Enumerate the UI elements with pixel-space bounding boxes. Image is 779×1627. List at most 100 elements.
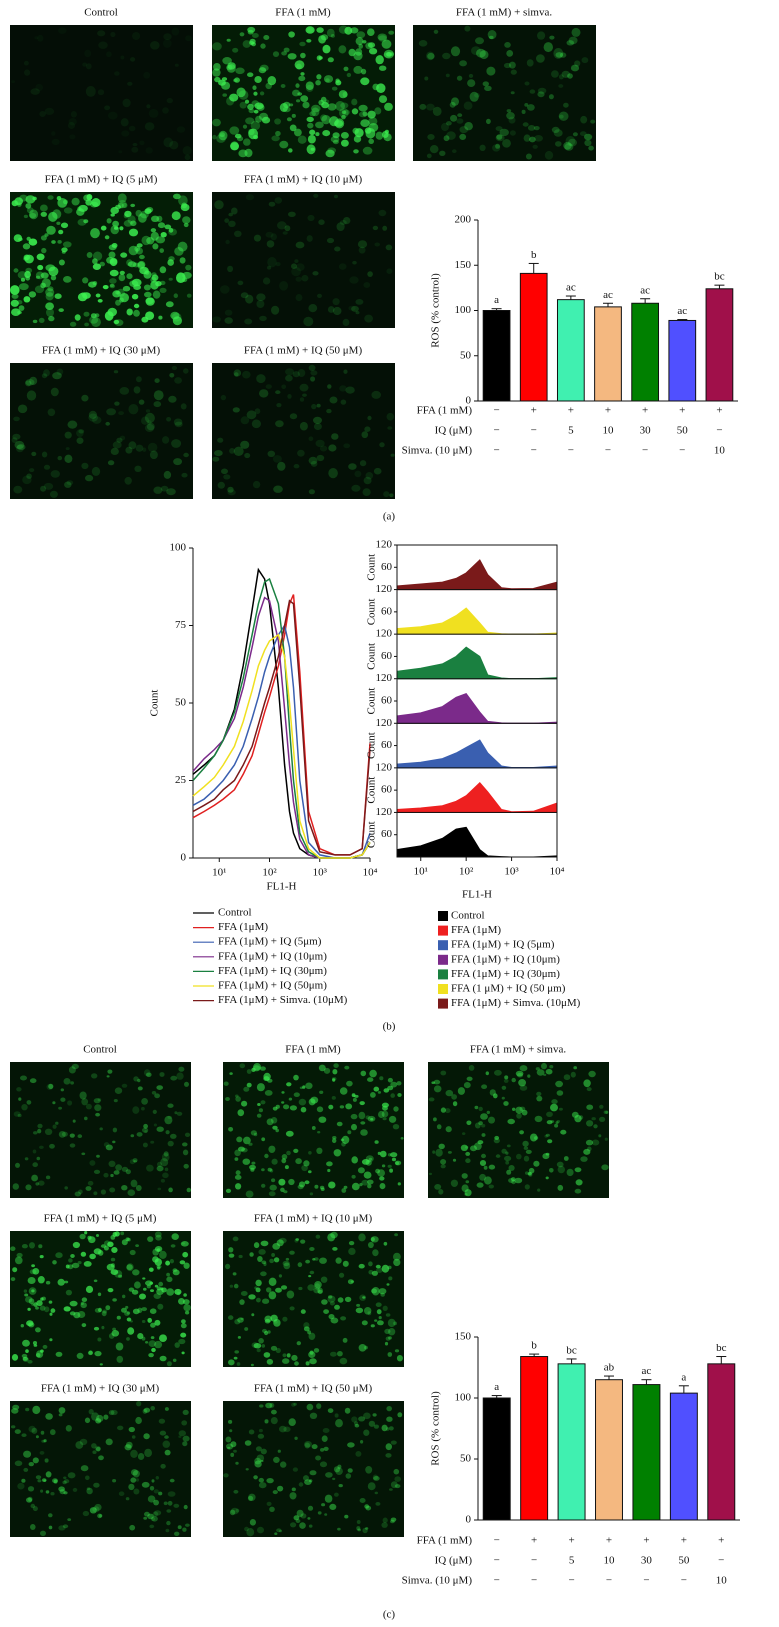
- cell: [43, 369, 50, 377]
- cell: [99, 1363, 103, 1366]
- cell: [256, 1454, 265, 1462]
- cell: [307, 134, 316, 144]
- cell: [522, 1140, 529, 1147]
- cell: [153, 1489, 159, 1494]
- cell: [182, 277, 188, 283]
- y-tick-label: 120: [376, 806, 393, 818]
- x-tick-label: 10³: [504, 866, 519, 878]
- cell: [27, 1277, 36, 1284]
- cell: [67, 1472, 76, 1479]
- cell: [310, 376, 316, 382]
- cell: [583, 1148, 591, 1155]
- table-cell: +: [531, 1535, 537, 1547]
- cell: [144, 412, 155, 424]
- cell: [258, 1108, 263, 1113]
- cell: [49, 1338, 53, 1342]
- cell: [288, 1097, 293, 1101]
- cell: [393, 1321, 397, 1326]
- table-cell: 5: [568, 425, 574, 437]
- cell: [303, 316, 314, 327]
- table-cell: −: [531, 1575, 537, 1587]
- cell: [112, 1298, 117, 1302]
- cell: [120, 1231, 125, 1236]
- cell: [581, 57, 589, 64]
- cell: [258, 1477, 264, 1483]
- cell: [583, 1079, 591, 1088]
- cell: [97, 1098, 102, 1102]
- cell: [32, 1341, 38, 1345]
- cell: [71, 1063, 79, 1070]
- cell: [253, 109, 259, 114]
- cell: [319, 445, 328, 452]
- cell: [599, 1104, 604, 1109]
- table-cell: −: [605, 445, 611, 457]
- cell: [372, 83, 380, 91]
- bar: [557, 1363, 586, 1521]
- cell: [344, 1296, 352, 1303]
- table-cell: −: [606, 1575, 612, 1587]
- cell: [377, 1091, 381, 1094]
- panel-label: (a): [383, 511, 396, 523]
- cell: [112, 1140, 116, 1144]
- cell: [556, 1120, 561, 1123]
- cell: [266, 1501, 272, 1506]
- cell: [377, 33, 388, 41]
- cell: [537, 1188, 541, 1192]
- cell: [170, 1244, 176, 1248]
- cell: [428, 1172, 432, 1176]
- x-tick-label: 10²: [262, 867, 277, 879]
- cell: [381, 1522, 388, 1528]
- cell: [25, 276, 31, 281]
- cell: [258, 67, 267, 74]
- cell: [381, 1110, 389, 1118]
- cell: [277, 221, 287, 230]
- cell: [478, 1106, 483, 1112]
- cell: [348, 463, 357, 470]
- cell: [144, 1448, 153, 1458]
- cell: [532, 144, 538, 149]
- cell: [309, 129, 316, 136]
- cell: [511, 1077, 516, 1083]
- cell: [524, 81, 530, 86]
- cell: [41, 373, 48, 379]
- cell: [293, 1074, 299, 1081]
- cell: [311, 104, 321, 113]
- micrograph: [10, 1231, 191, 1367]
- cell: [475, 37, 484, 45]
- cell: [245, 1468, 249, 1471]
- cell: [465, 1145, 469, 1149]
- cell: [97, 1337, 102, 1342]
- cell: [503, 1078, 509, 1083]
- cell: [283, 1262, 291, 1270]
- cell: [174, 377, 183, 384]
- cell: [336, 1121, 343, 1127]
- cell: [329, 1301, 335, 1306]
- cell: [560, 1129, 567, 1135]
- cell: [69, 1300, 78, 1307]
- cell: [182, 1142, 188, 1147]
- cell: [262, 1298, 270, 1304]
- cell: [515, 1106, 523, 1114]
- cell: [89, 1160, 96, 1166]
- cell: [226, 1443, 234, 1450]
- cell: [301, 1164, 308, 1172]
- cell: [35, 1306, 39, 1310]
- cell: [358, 1416, 366, 1422]
- cell: [365, 1527, 369, 1530]
- cell: [270, 1117, 278, 1124]
- cell: [48, 315, 55, 322]
- cell: [362, 111, 368, 117]
- cell: [72, 1119, 76, 1123]
- cell: [244, 318, 253, 325]
- cell: [258, 1249, 266, 1255]
- cell: [461, 1184, 469, 1192]
- cell: [318, 35, 326, 44]
- cell: [355, 48, 363, 56]
- cell: [526, 59, 534, 67]
- y-tick-label: 75: [175, 619, 187, 631]
- cell: [382, 1117, 387, 1121]
- cell: [351, 98, 358, 106]
- significance-label: b: [531, 249, 537, 261]
- cell: [160, 1158, 169, 1167]
- cell: [334, 194, 338, 199]
